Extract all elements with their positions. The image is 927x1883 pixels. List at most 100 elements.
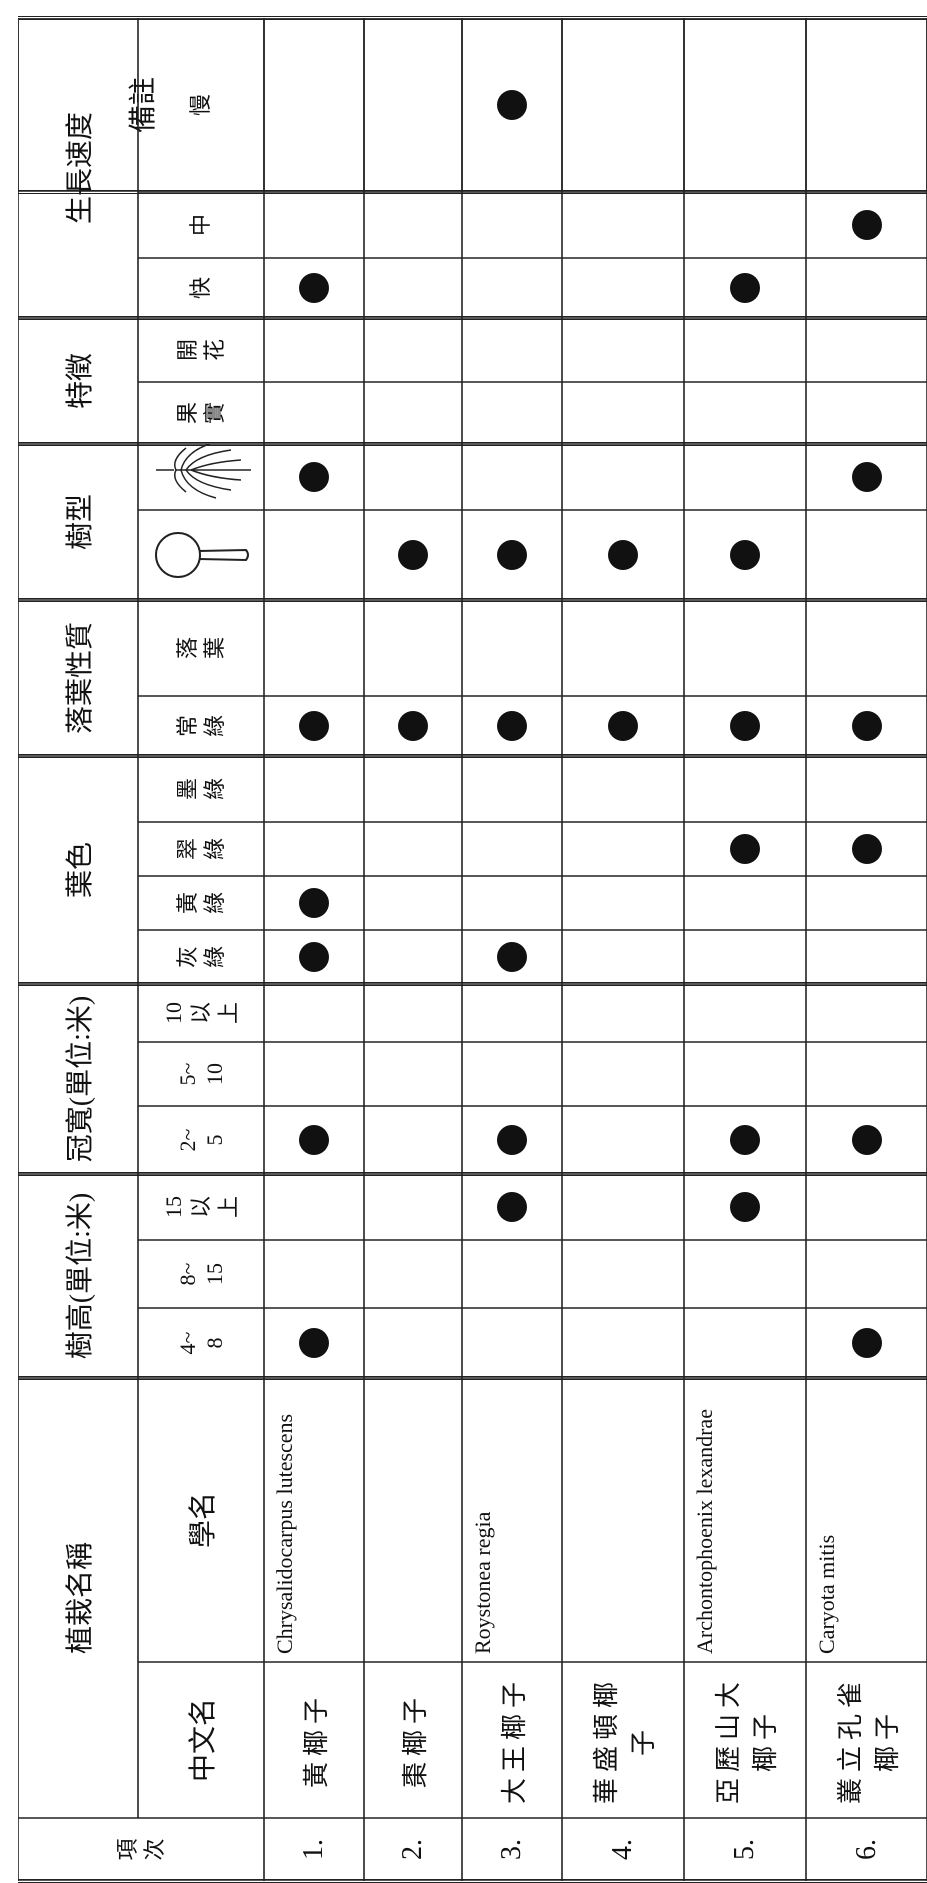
label: 慢 xyxy=(188,94,214,117)
check-cell xyxy=(462,756,562,822)
check-cell xyxy=(462,600,562,696)
label: 果實 xyxy=(174,402,228,425)
column-header: 落葉 xyxy=(138,600,264,696)
double-line xyxy=(18,442,927,446)
label: 常綠 xyxy=(174,715,228,738)
check-cell xyxy=(684,696,806,756)
check-cell xyxy=(684,1308,806,1378)
check-cell xyxy=(264,318,364,382)
dot xyxy=(608,540,638,570)
check-cell xyxy=(562,1174,684,1240)
check-cell xyxy=(684,600,806,696)
check-cell xyxy=(264,930,364,984)
column-header: 果實 xyxy=(138,382,264,444)
check-cell xyxy=(562,382,684,444)
check-cell xyxy=(562,756,684,822)
column-header: 開花 xyxy=(138,318,264,382)
check-cell xyxy=(684,984,806,1042)
chinese-name: 大王椰子 xyxy=(462,1662,562,1818)
dot xyxy=(299,1125,329,1155)
check-cell xyxy=(562,1106,684,1174)
check-cell xyxy=(462,822,562,876)
label: 項次 xyxy=(114,1838,168,1861)
dot xyxy=(497,942,527,972)
double-line xyxy=(18,1376,927,1380)
chinese-name: 華盛頓椰子 xyxy=(562,1662,684,1818)
check-cell xyxy=(806,382,927,444)
check-cell xyxy=(264,1174,364,1240)
label: 灰綠 xyxy=(174,946,228,969)
label: 黃綠 xyxy=(174,892,228,915)
check-cell xyxy=(462,258,562,318)
column-header: 黃綠 xyxy=(138,876,264,930)
group-header: 樹型 xyxy=(18,444,138,600)
tree-icon xyxy=(155,532,249,578)
label: 15以上 xyxy=(160,1196,241,1219)
check-cell xyxy=(806,822,927,876)
check-cell xyxy=(684,444,806,510)
dot xyxy=(851,1125,882,1155)
scientific-name: Roystonea regia xyxy=(462,1378,562,1662)
label: 翠綠 xyxy=(174,838,228,861)
label: 5~10 xyxy=(174,1062,228,1086)
check-cell xyxy=(462,1308,562,1378)
check-cell xyxy=(806,600,927,696)
check-cell xyxy=(264,600,364,696)
dot xyxy=(730,273,760,303)
scientific-name: Archontophoenix lexandrae xyxy=(684,1378,806,1662)
dot xyxy=(730,834,760,864)
dot xyxy=(299,888,329,918)
scientific-name: Chrysalidocarpus lutescens xyxy=(264,1378,364,1662)
group-header: 落葉性質 xyxy=(18,600,138,756)
item: 6. xyxy=(806,1818,927,1881)
check-cell xyxy=(562,1240,684,1308)
check-cell xyxy=(364,1240,462,1308)
check-cell xyxy=(264,876,364,930)
check-cell xyxy=(684,1174,806,1240)
column-header: 常綠 xyxy=(138,696,264,756)
check-cell xyxy=(562,600,684,696)
column-header: 灰綠 xyxy=(138,930,264,984)
check-cell xyxy=(264,1308,364,1378)
check-cell xyxy=(264,984,364,1042)
check-cell xyxy=(562,876,684,930)
label: 8~15 xyxy=(174,1262,228,1286)
check-cell xyxy=(684,876,806,930)
check-cell xyxy=(684,930,806,984)
check-cell xyxy=(684,382,806,444)
check-cell xyxy=(264,1042,364,1106)
check-cell xyxy=(264,382,364,444)
check-cell xyxy=(562,444,684,510)
dot xyxy=(730,540,760,570)
check-cell xyxy=(264,696,364,756)
check-cell xyxy=(364,930,462,984)
dot xyxy=(851,462,882,492)
group-header: 樹高(單位:米) xyxy=(18,1174,138,1378)
dot xyxy=(299,1328,329,1358)
column-header: 快 xyxy=(138,258,264,318)
check-cell xyxy=(684,1106,806,1174)
scientific-name xyxy=(364,1378,462,1662)
label: 4~8 xyxy=(174,1331,228,1355)
label: 2~5 xyxy=(174,1128,228,1152)
check-cell xyxy=(462,382,562,444)
item: 5. xyxy=(684,1818,806,1881)
chinese-name: 黃椰子 xyxy=(264,1662,364,1818)
column-header: 墨綠 xyxy=(138,756,264,822)
check-cell xyxy=(462,1174,562,1240)
column-header: 5~10 xyxy=(138,1042,264,1106)
check-cell xyxy=(462,876,562,930)
column-header xyxy=(138,444,264,510)
check-cell xyxy=(462,696,562,756)
check-cell xyxy=(364,318,462,382)
dot xyxy=(398,711,428,741)
group-header: 生長速度 xyxy=(18,18,138,318)
dot xyxy=(497,540,527,570)
item: 1. xyxy=(264,1818,364,1881)
check-cell xyxy=(684,822,806,876)
column-header: 翠綠 xyxy=(138,822,264,876)
group-header: 特徵 xyxy=(18,318,138,444)
double-line xyxy=(18,190,927,194)
check-cell xyxy=(364,382,462,444)
check-cell xyxy=(264,510,364,600)
